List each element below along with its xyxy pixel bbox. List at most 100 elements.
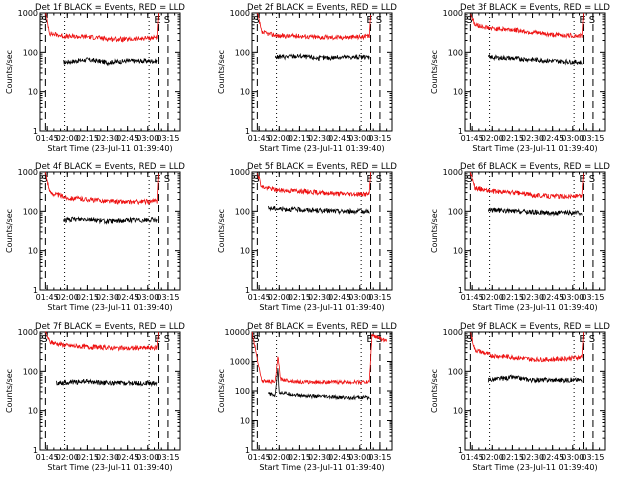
- y-tick-label: 1000: [230, 358, 250, 367]
- event-marker-label: E: [579, 15, 585, 26]
- event-marker-label: S: [164, 334, 170, 345]
- x-tick-label: 02:15: [501, 453, 524, 462]
- y-tick-label: 100: [448, 367, 463, 376]
- event-marker-label: S: [41, 15, 47, 26]
- x-axis-label: Start Time (23-Jul-11 01:39:40): [47, 303, 172, 312]
- series-lld-line: [251, 331, 387, 386]
- panel-title: Det 8f BLACK = Events, RED = LLD: [247, 322, 397, 332]
- event-marker-label: E: [366, 174, 372, 185]
- x-tick-label: 01:45: [248, 453, 271, 462]
- y-tick-label: 10: [28, 407, 38, 416]
- panel-title: Det 5f BLACK = Events, RED = LLD: [247, 162, 397, 172]
- x-tick-label: 02:30: [96, 453, 119, 462]
- series-lld-line: [257, 171, 371, 198]
- x-tick-label: 01:45: [461, 453, 484, 462]
- x-tick-label: 02:30: [308, 453, 331, 462]
- panel-6: Det 6f BLACK = Events, RED = LLD 1 10 100 10…: [430, 162, 610, 312]
- y-axis-label: Counts/sec: [430, 369, 439, 413]
- x-tick-label: 01:45: [461, 134, 484, 143]
- y-tick-label: 100: [23, 207, 38, 216]
- series-events-line: [63, 216, 158, 225]
- event-marker-label: S: [589, 15, 595, 26]
- x-tick-label: 03:15: [368, 293, 391, 302]
- event-marker-label: S: [466, 15, 472, 26]
- y-tick-label: 10: [453, 247, 463, 256]
- x-axis-label: Start Time (23-Jul-11 01:39:40): [472, 144, 597, 153]
- event-marker-label: S: [253, 15, 259, 26]
- x-tick-label: 02:15: [76, 134, 99, 143]
- series-events-line: [63, 57, 158, 67]
- y-tick-label: 10: [240, 417, 250, 426]
- y-tick-label: 100: [23, 48, 38, 57]
- y-tick-label: 10: [28, 247, 38, 256]
- plot-frame: [251, 12, 393, 132]
- series-events-line: [487, 53, 583, 66]
- series-events-line: [274, 52, 370, 62]
- x-tick-label: 02:15: [501, 293, 524, 302]
- series-lld-line: [45, 330, 159, 352]
- x-tick-label: 01:45: [36, 134, 59, 143]
- panel-title: Det 7f BLACK = Events, RED = LLD: [35, 322, 185, 332]
- event-marker-label: E: [154, 15, 160, 26]
- x-tick-label: 02:45: [541, 134, 564, 143]
- plot-frame: [39, 171, 181, 291]
- x-tick-label: 01:45: [248, 134, 271, 143]
- y-axis-label: Counts/sec: [217, 369, 226, 413]
- x-tick-label: 03:15: [368, 453, 391, 462]
- panel-4: Det 4f BLACK = Events, RED = LLD 1 10 100 10…: [5, 162, 185, 312]
- y-axis-label: Counts/sec: [217, 50, 226, 94]
- x-axis-label: Start Time (23-Jul-11 01:39:40): [47, 144, 172, 153]
- panel-8: Det 8f BLACK = Events, RED = LLD 1 10 100 10…: [217, 322, 397, 472]
- y-tick-label: 1000: [443, 328, 463, 337]
- x-tick-label: 02:45: [541, 293, 564, 302]
- event-marker-label: E: [579, 174, 585, 185]
- x-tick-label: 03:15: [581, 293, 604, 302]
- x-axis-label: Start Time (23-Jul-11 01:39:40): [472, 303, 597, 312]
- y-tick-label: 10: [453, 88, 463, 97]
- panel-title: Det 3f BLACK = Events, RED = LLD: [460, 3, 610, 13]
- x-tick-label: 02:00: [481, 293, 504, 302]
- y-axis-label: Counts/sec: [5, 209, 14, 253]
- x-tick-label: 02:30: [521, 134, 544, 143]
- y-tick-label: 1: [33, 446, 38, 455]
- panel-title: Det 4f BLACK = Events, RED = LLD: [35, 162, 185, 172]
- series-events-line: [56, 378, 158, 388]
- x-tick-label: 02:00: [56, 134, 79, 143]
- x-tick-label: 03:00: [348, 453, 371, 462]
- series-events-line: [487, 374, 583, 384]
- event-marker-label: S: [164, 15, 170, 26]
- event-marker-label: E: [154, 174, 160, 185]
- panel-title: Det 6f BLACK = Events, RED = LLD: [460, 162, 610, 172]
- panel-3: Det 3f BLACK = Events, RED = LLD 1 10 100 10…: [430, 3, 610, 153]
- y-tick-label: 1000: [230, 168, 250, 177]
- x-tick-label: 02:15: [76, 293, 99, 302]
- x-tick-label: 02:30: [521, 293, 544, 302]
- x-tick-label: 02:30: [308, 293, 331, 302]
- y-tick-label: 1: [33, 127, 38, 136]
- x-tick-label: 03:15: [156, 134, 179, 143]
- x-axis-label: Start Time (23-Jul-11 01:39:40): [472, 463, 597, 472]
- event-marker-label: S: [376, 334, 382, 345]
- x-tick-label: 02:30: [96, 293, 119, 302]
- x-axis-label: Start Time (23-Jul-11 01:39:40): [259, 303, 384, 312]
- y-tick-label: 1000: [230, 9, 250, 18]
- x-tick-label: 03:15: [156, 293, 179, 302]
- event-marker-label: S: [376, 15, 382, 26]
- panel-9: Det 9f BLACK = Events, RED = LLD 1 10 100 10…: [430, 322, 610, 472]
- y-tick-label: 1: [245, 286, 250, 295]
- series-lld-line: [470, 12, 584, 39]
- x-tick-label: 02:15: [288, 134, 311, 143]
- event-marker-label: S: [253, 174, 259, 185]
- series-lld-line: [470, 171, 584, 200]
- y-tick-label: 100: [23, 367, 38, 376]
- plot-frame: [251, 171, 393, 291]
- y-axis-label: Counts/sec: [217, 209, 226, 253]
- x-axis-label: Start Time (23-Jul-11 01:39:40): [259, 463, 384, 472]
- series-events-line: [487, 207, 583, 217]
- y-tick-label: 1000: [443, 9, 463, 18]
- y-tick-label: 1: [245, 446, 250, 455]
- panel-title: Det 9f BLACK = Events, RED = LLD: [460, 322, 610, 332]
- y-tick-label: 100: [235, 207, 250, 216]
- x-tick-label: 01:45: [461, 293, 484, 302]
